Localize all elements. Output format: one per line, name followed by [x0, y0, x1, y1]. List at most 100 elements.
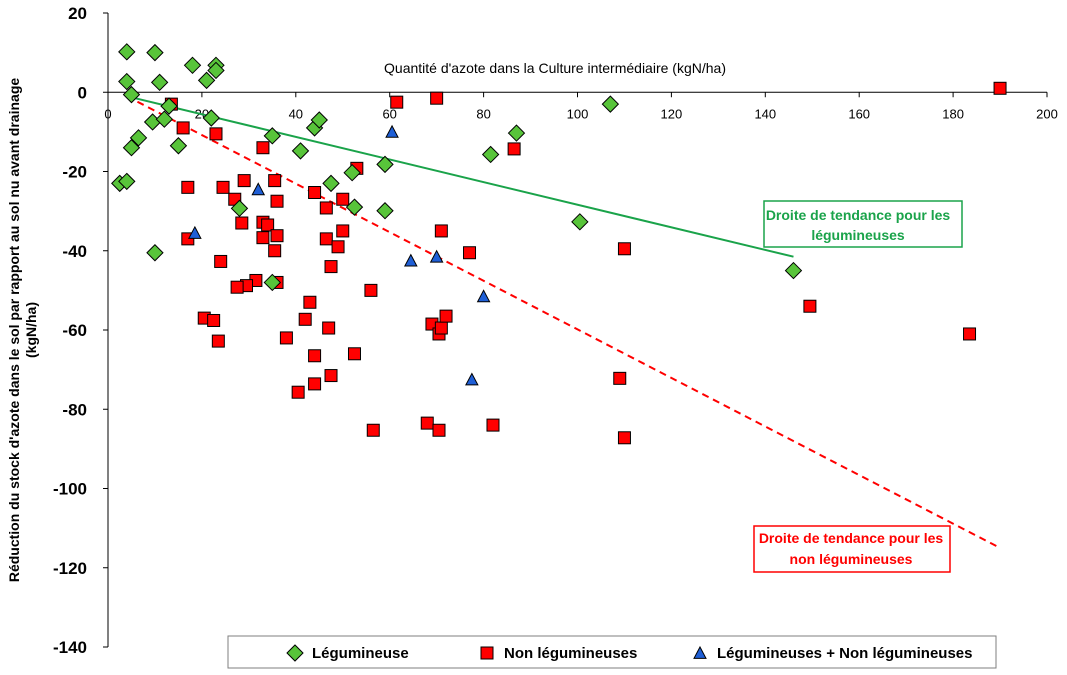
legend-diamond-icon — [286, 644, 304, 662]
diamond-point — [507, 124, 526, 142]
y-axis-title: Réduction du stock d'azote dans le sol p… — [6, 78, 39, 583]
y-tick-label: -140 — [53, 638, 87, 657]
diamond-point — [143, 113, 162, 131]
square-point — [256, 141, 270, 155]
data-points — [111, 43, 1007, 445]
square-point — [432, 423, 446, 437]
diamond-point — [343, 163, 361, 182]
legend-label: Non légumineuses — [504, 645, 637, 662]
diamond-point — [481, 145, 500, 164]
square-point — [434, 321, 448, 335]
trendline-legumes — [126, 95, 794, 258]
diamond-point — [146, 43, 164, 62]
diamond-point — [571, 213, 589, 231]
trendline-label-legumes-line2: légumineuses — [811, 227, 905, 243]
square-point — [336, 192, 350, 206]
x-tick-label: 160 — [848, 106, 870, 121]
legend-items: Légumineuse Non légumineuses Légumineuses … — [286, 644, 972, 662]
square-point — [270, 194, 284, 208]
legend-label: Légumineuses + Non légumineuses — [717, 645, 972, 662]
trendline-label-non-legumes-line1: Droite de tendance pour les — [759, 530, 944, 546]
legend: Légumineuse Non légumineuses Légumineuses … — [227, 635, 997, 669]
x-tick-label: 200 — [1036, 106, 1058, 121]
trendline-label-legumes-line1: Droite de tendance pour les — [766, 207, 951, 223]
square-point — [617, 242, 631, 256]
diamond-point — [376, 202, 394, 220]
square-point — [298, 312, 312, 326]
square-point — [308, 377, 322, 391]
square-point — [270, 229, 284, 243]
x-tick-label: 100 — [567, 106, 589, 121]
trendline-label-legumes-box — [763, 200, 963, 248]
diamond-point — [129, 129, 148, 147]
square-point — [279, 331, 293, 345]
diamond-point — [197, 71, 216, 90]
diamond-point — [155, 110, 174, 128]
square-point — [209, 127, 223, 141]
y-axis-title-line1: Réduction du stock d'azote dans le sol p… — [6, 78, 22, 583]
diamond-point — [310, 111, 328, 129]
diamond-point — [345, 198, 364, 216]
square-point — [319, 232, 333, 246]
square-point — [420, 416, 434, 430]
square-point — [268, 244, 282, 258]
diamond-point — [169, 137, 188, 155]
square-point — [507, 142, 521, 156]
triangle-point — [251, 182, 266, 196]
square-point — [261, 218, 275, 232]
diamond-point — [150, 73, 169, 92]
diamond-point — [146, 244, 164, 262]
diamond-point — [291, 142, 310, 160]
square-point — [322, 321, 336, 335]
square-point — [963, 327, 977, 341]
square-point — [331, 240, 345, 254]
triangle-point — [385, 124, 399, 138]
square-point — [324, 369, 338, 383]
square-point — [176, 121, 190, 135]
triangle-point — [465, 372, 479, 386]
diamond-point — [263, 273, 282, 292]
x-tick-label: 120 — [661, 106, 683, 121]
y-tick-label: -120 — [53, 559, 87, 578]
trendline-label-non-legumes: Droite de tendance pour les non légumine… — [753, 525, 951, 573]
square-point — [237, 174, 251, 188]
triangle-point — [476, 289, 491, 303]
square-point — [303, 295, 317, 309]
square-point — [214, 254, 228, 268]
x-tick-label: 40 — [289, 106, 303, 121]
square-point — [308, 349, 322, 363]
square-point — [434, 224, 448, 238]
square-point — [291, 385, 305, 399]
triangle-point — [403, 253, 418, 267]
trendline-non-legumes — [126, 95, 1001, 549]
square-point — [347, 347, 361, 361]
square-point — [993, 81, 1007, 95]
y-tick-label: -60 — [62, 321, 87, 340]
diamond-point — [122, 139, 141, 157]
x-axis-title: Quantité d'azote dans la Culture intermé… — [384, 60, 726, 76]
square-point — [216, 180, 230, 194]
legend-label: Légumineuse — [312, 645, 409, 662]
square-point — [230, 280, 244, 294]
trendline-label-legumes: Droite de tendance pour les légumineuses — [763, 200, 963, 248]
square-point — [486, 418, 500, 432]
square-point — [463, 246, 477, 260]
square-point — [256, 231, 270, 245]
y-tick-label: -40 — [62, 242, 87, 261]
square-point — [207, 313, 221, 327]
x-tick-label: 80 — [476, 106, 490, 121]
square-point — [364, 283, 378, 297]
triangle-point — [188, 225, 202, 239]
diamond-point — [230, 199, 249, 218]
diamond-point — [207, 61, 225, 80]
diamond-point — [376, 155, 394, 174]
y-tick-label: -100 — [53, 480, 87, 499]
square-point — [617, 431, 631, 445]
square-point — [235, 216, 249, 230]
square-point — [268, 174, 282, 188]
legend-square-icon — [480, 646, 494, 660]
legend-box — [227, 635, 997, 669]
diamond-point — [784, 261, 803, 280]
